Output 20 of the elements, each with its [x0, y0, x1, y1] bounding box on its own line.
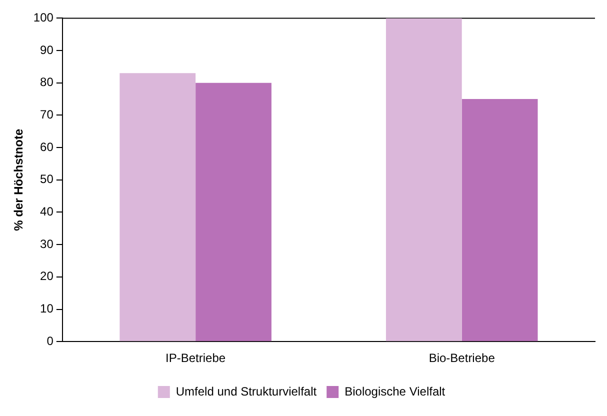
- x-tick-label: IP-Betriebe: [166, 351, 226, 366]
- x-tick-label: Bio-Betriebe: [428, 351, 496, 366]
- y-tick-label: 100: [33, 10, 54, 25]
- y-tick-label: 60: [40, 140, 54, 154]
- y-tick-label: 0: [46, 334, 54, 348]
- legend-label: Biologische Vielfalt: [344, 384, 446, 398]
- y-tick-label: 20: [40, 269, 54, 284]
- y-tick-label: 10: [40, 302, 54, 316]
- bar: [462, 99, 538, 342]
- y-tick-label: 80: [40, 75, 54, 90]
- bar: [120, 73, 196, 342]
- y-tick-label: 30: [40, 236, 54, 251]
- y-axis-title: % der Höchstnote: [12, 128, 26, 231]
- y-tick-label: 90: [40, 42, 54, 57]
- y-tick-label: 50: [40, 172, 54, 186]
- bar: [386, 18, 462, 342]
- y-tick-label: 70: [40, 108, 54, 122]
- bar: [196, 82, 272, 342]
- legend-label: Umfeld und Strukturvielfalt: [176, 384, 318, 398]
- y-tick-label: 40: [40, 204, 54, 219]
